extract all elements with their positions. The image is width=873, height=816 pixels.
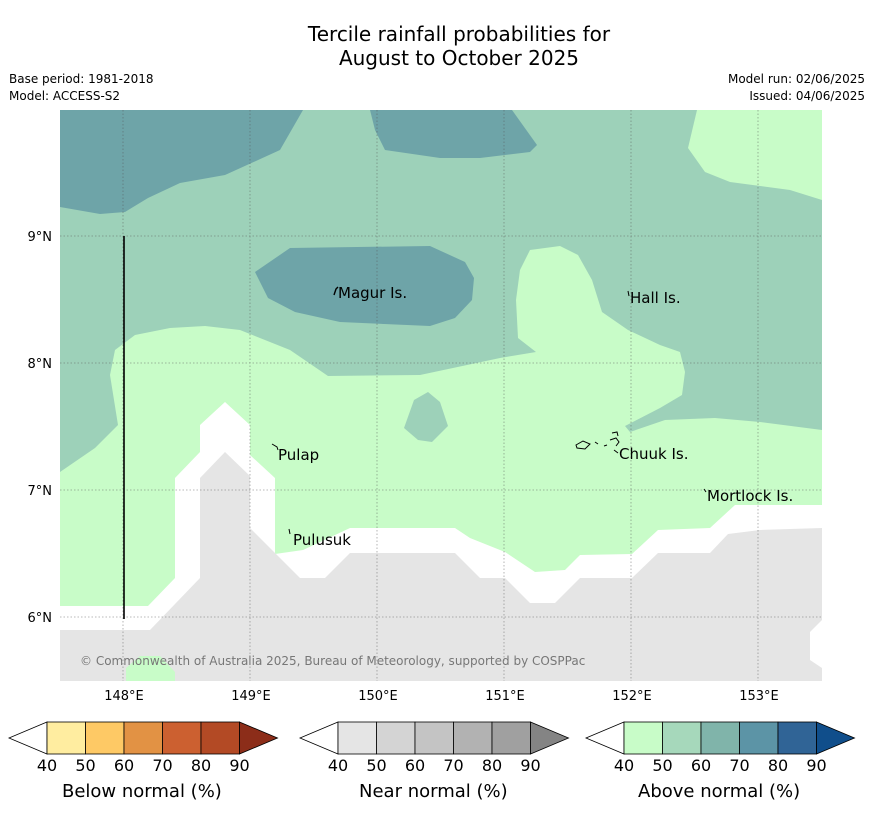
above-normal-tick-label: 60 bbox=[691, 756, 711, 775]
below-normal-swatch bbox=[46, 721, 86, 755]
below-normal-title: Below normal (%) bbox=[62, 781, 222, 802]
base-period-text: Base period: 1981-2018 bbox=[9, 72, 154, 86]
below-normal-tick-label: 80 bbox=[191, 756, 211, 775]
above-normal-tick-label: 80 bbox=[768, 756, 788, 775]
pulusuk-island-mark bbox=[288, 528, 291, 535]
near-normal-left-extend bbox=[298, 721, 339, 755]
above-normal-tick-label: 70 bbox=[729, 756, 749, 775]
magur-island-mark bbox=[333, 286, 339, 296]
lon-label-153e: 153°E bbox=[739, 689, 779, 704]
below-normal-swatch bbox=[85, 721, 125, 755]
lat-label-7n: 7°N bbox=[28, 484, 53, 499]
region-above-40-south bbox=[126, 656, 175, 681]
lon-label-152e: 152°E bbox=[612, 689, 652, 704]
below-normal-tick-label: 70 bbox=[152, 756, 172, 775]
place-label-pulap: Pulap bbox=[278, 446, 319, 464]
below-normal-tick-label: 90 bbox=[229, 756, 249, 775]
lon-label-151e: 151°E bbox=[485, 689, 525, 704]
near-normal-right-extend bbox=[530, 721, 570, 755]
place-label-magur: Magur Is. bbox=[338, 284, 407, 302]
mortlock-island-mark bbox=[703, 488, 707, 493]
map-plot-area: Magur Is. Hall Is. Pulap Chuuk Is. Mortl… bbox=[60, 110, 822, 681]
title-line-1: Tercile rainfall probabilities for bbox=[307, 22, 611, 46]
title-line-2: August to October 2025 bbox=[338, 46, 580, 70]
region-above-50-islet bbox=[404, 392, 448, 442]
above-normal-swatch bbox=[662, 721, 702, 755]
above-normal-swatch bbox=[777, 721, 817, 755]
near-normal-swatch bbox=[414, 721, 454, 755]
model-text: Model: ACCESS-S2 bbox=[9, 89, 121, 103]
place-label-pulusuk: Pulusuk bbox=[293, 531, 351, 549]
near-normal-tick-label: 90 bbox=[520, 756, 540, 775]
near-normal-swatch bbox=[337, 721, 377, 755]
near-normal-tick-label: 60 bbox=[405, 756, 425, 775]
region-above-40-northeast bbox=[688, 110, 822, 200]
hall-island-mark bbox=[627, 290, 630, 297]
meta-left: Base period: 1981-2018 Model: ACCESS-S2 bbox=[9, 71, 154, 105]
region-above-60-magur bbox=[255, 246, 474, 326]
lat-label-8n: 8°N bbox=[28, 357, 53, 372]
near-normal-tick-label: 70 bbox=[443, 756, 463, 775]
near-normal-tick-label: 40 bbox=[328, 756, 348, 775]
below-normal-swatch bbox=[123, 721, 163, 755]
above-normal-left-extend bbox=[584, 721, 625, 755]
lon-label-148e: 148°E bbox=[104, 689, 144, 704]
place-label-mortlock: Mortlock Is. bbox=[707, 487, 793, 505]
below-normal-swatch bbox=[200, 721, 240, 755]
above-normal-tick-label: 50 bbox=[652, 756, 672, 775]
lon-label-149e: 149°E bbox=[231, 689, 271, 704]
meta-right: Model run: 02/06/2025 Issued: 04/06/2025 bbox=[728, 71, 865, 105]
issued-text: Issued: 04/06/2025 bbox=[749, 89, 865, 103]
below-normal-right-extend bbox=[239, 721, 279, 755]
copyright-text: © Commonwealth of Australia 2025, Bureau… bbox=[80, 654, 585, 668]
region-above-60-northwest bbox=[60, 110, 303, 214]
below-normal-tick-label: 50 bbox=[75, 756, 95, 775]
below-normal-left-extend bbox=[7, 721, 48, 755]
gridlines bbox=[60, 110, 822, 681]
above-normal-swatch bbox=[739, 721, 779, 755]
above-normal-right-extend bbox=[816, 721, 856, 755]
near-normal-title: Near normal (%) bbox=[359, 781, 508, 802]
map-title: Tercile rainfall probabilities for Augus… bbox=[0, 22, 873, 70]
above-normal-swatch bbox=[623, 721, 663, 755]
near-normal-swatch bbox=[491, 721, 531, 755]
chuuk-lagoon-marks bbox=[575, 431, 620, 454]
lon-label-150e: 150°E bbox=[358, 689, 398, 704]
place-label-hall: Hall Is. bbox=[630, 289, 681, 307]
near-normal-tick-label: 50 bbox=[366, 756, 386, 775]
near-normal-swatch bbox=[376, 721, 416, 755]
above-normal-swatch bbox=[700, 721, 740, 755]
lat-label-9n: 9°N bbox=[28, 230, 53, 245]
near-normal-tick-label: 80 bbox=[482, 756, 502, 775]
model-run-text: Model run: 02/06/2025 bbox=[727, 72, 865, 86]
lat-label-6n: 6°N bbox=[28, 611, 53, 626]
above-normal-title: Above normal (%) bbox=[638, 781, 801, 802]
pulap-island-mark bbox=[271, 443, 279, 451]
near-normal-swatch bbox=[453, 721, 493, 755]
region-near-40 bbox=[60, 452, 822, 681]
below-normal-tick-label: 40 bbox=[37, 756, 57, 775]
above-normal-tick-label: 40 bbox=[614, 756, 634, 775]
below-normal-swatch bbox=[162, 721, 202, 755]
below-normal-tick-label: 60 bbox=[114, 756, 134, 775]
region-above-60-north bbox=[370, 110, 537, 158]
place-label-chuuk: Chuuk Is. bbox=[619, 445, 688, 463]
colorbar-legends: 40 50 60 70 80 90 40 50 60 70 80 90 40 50 60 70 80 90 bbox=[7, 721, 856, 775]
above-normal-tick-label: 90 bbox=[806, 756, 826, 775]
